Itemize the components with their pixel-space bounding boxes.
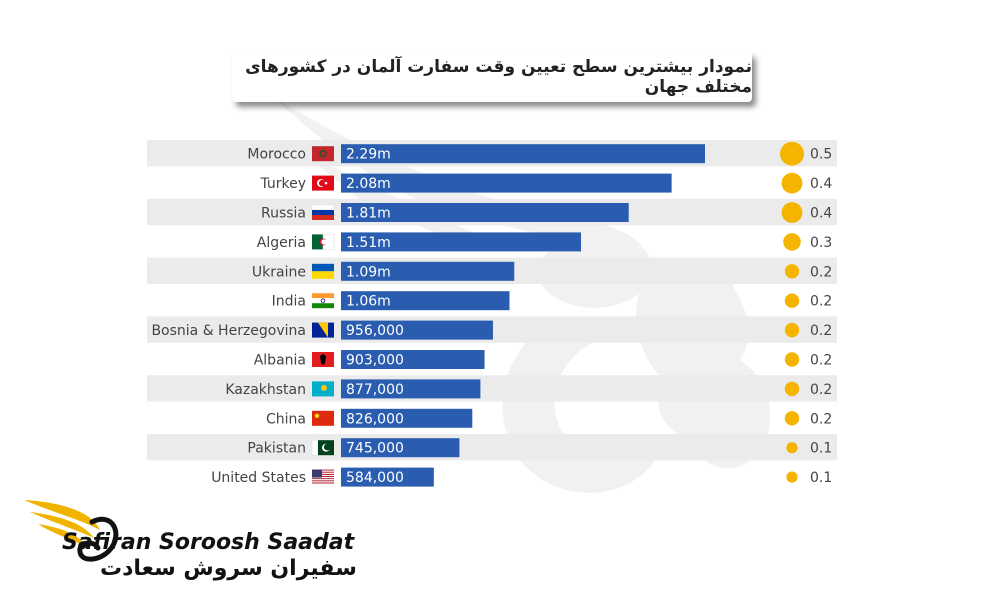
bar-value-label: 2.08m [346, 176, 391, 192]
rate-label: 0.2 [810, 323, 832, 339]
swan-icon [77, 517, 119, 562]
row-stripe [147, 434, 837, 461]
rate-label: 0.2 [810, 294, 832, 310]
morocco-flag [312, 146, 334, 162]
country-label: India [272, 294, 306, 310]
ukraine-flag [312, 263, 334, 279]
bar-value-label: 1.51m [346, 235, 391, 251]
rate-label: 0.4 [810, 206, 832, 222]
india-flag [312, 293, 334, 309]
bar [341, 350, 485, 369]
rate-label: 0.2 [810, 353, 832, 369]
kazakhstan-flag [312, 381, 334, 397]
country-label: Kazakhstan [225, 382, 306, 398]
russia-flag [311, 204, 335, 220]
rate-label: 0.1 [810, 470, 832, 486]
country-label: China [266, 411, 306, 427]
rate-dot [781, 172, 803, 194]
bar [341, 203, 629, 222]
rate-label: 0.2 [810, 411, 832, 427]
bar-value-label: 956,000 [346, 323, 404, 339]
algeria-flag [312, 234, 335, 250]
bar-value-label: 1.81m [346, 206, 391, 222]
bar [341, 438, 460, 458]
bar [341, 232, 582, 252]
rate-dot [786, 471, 798, 483]
united-states-flag [312, 469, 334, 485]
rate-label: 0.2 [810, 264, 832, 280]
country-label: Ukraine [252, 264, 306, 280]
bar-value-label: 826,000 [346, 411, 404, 427]
china-flag [312, 410, 334, 426]
bar-value-label: 1.06m [346, 294, 391, 310]
bar [341, 291, 510, 311]
rate-dot [783, 233, 801, 251]
country-label: United States [211, 470, 306, 486]
country-label: Albania [254, 353, 306, 369]
rate-label: 0.4 [810, 176, 832, 192]
country-label: Russia [261, 206, 306, 222]
rate-dot [784, 264, 800, 279]
company-logo [24, 500, 119, 562]
bar [341, 408, 473, 428]
rate-label: 0.1 [810, 441, 832, 457]
rate-label: 0.3 [810, 235, 832, 251]
turkey-flag [312, 175, 334, 191]
rate-dot [786, 442, 798, 454]
bar-value-label: 584,000 [346, 470, 404, 486]
bar [341, 467, 434, 487]
albania-flag [312, 352, 334, 367]
logo-persian-text: سفیران سروش سعادت [100, 556, 357, 581]
pakistan-flag [311, 439, 334, 456]
bar [341, 379, 481, 399]
bar-value-label: 903,000 [346, 353, 404, 369]
country-label: Bosnia & Herzegovina [151, 323, 306, 339]
bar [341, 261, 515, 281]
rate-dot [780, 141, 804, 166]
wing-icon [24, 500, 100, 546]
bar-value-label: 1.09m [346, 264, 391, 280]
bar [341, 320, 493, 340]
row-stripe [147, 375, 837, 402]
rate-label: 0.2 [810, 382, 832, 398]
country-label: Algeria [257, 235, 306, 251]
bar [341, 173, 672, 193]
country-label: Morocco [247, 147, 306, 163]
rate-dot [784, 352, 800, 367]
logo-english-text: Safiran Soroosh Saadat [62, 530, 355, 555]
bar [341, 144, 705, 164]
bar-value-label: 2.29m [346, 147, 391, 163]
chart-title: نمودار بیشترین سطح تعیین وقت سفارت آلمان… [232, 52, 752, 102]
rate-dot [784, 322, 800, 338]
bar-value-label: 877,000 [346, 382, 404, 398]
country-label: Pakistan [247, 441, 306, 457]
rate-dot [784, 411, 800, 426]
country-label: Turkey [259, 176, 306, 192]
bar-value-label: 745,000 [346, 441, 404, 457]
rate-dot [784, 381, 800, 397]
rate-label: 0.5 [810, 147, 832, 163]
rate-dot [781, 202, 803, 223]
bosnia-flag [312, 322, 334, 338]
rate-dot [784, 293, 800, 308]
